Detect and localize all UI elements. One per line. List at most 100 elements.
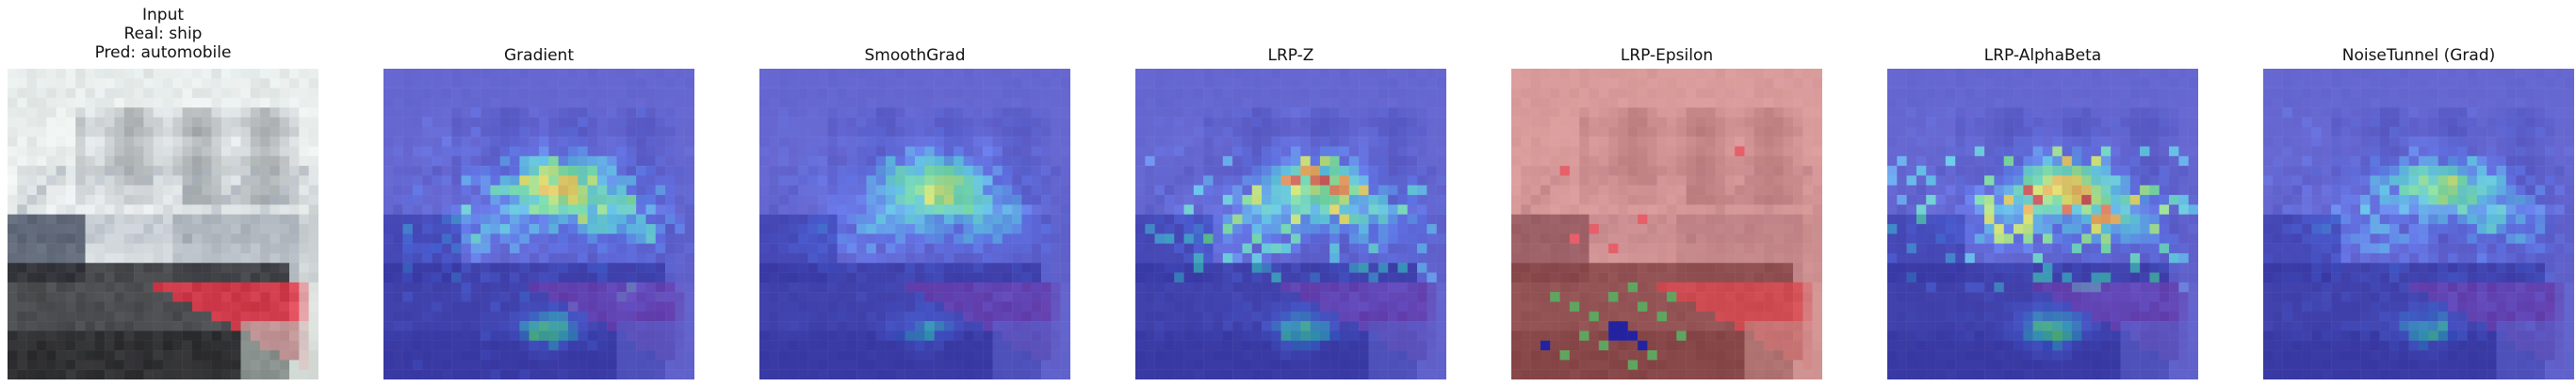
lrp-z-pixel (1310, 195, 1321, 205)
lrp-z-pixel (1300, 263, 1311, 273)
lrp-epsilon-pixel (1638, 69, 1648, 79)
gradient-pixel (499, 78, 511, 89)
lrp-epsilon-pixel (1705, 272, 1716, 283)
gradient-pixel (607, 331, 617, 341)
gradient-pixel (567, 350, 579, 361)
input-pixel (163, 137, 173, 147)
lrp-z-pixel (1397, 340, 1408, 351)
input-pixel (269, 214, 280, 225)
input-pixel (17, 360, 27, 370)
gradient-pixel (412, 369, 423, 379)
input-pixel (114, 107, 124, 118)
input-pixel (269, 146, 280, 157)
smoothgrad-pixel (972, 301, 984, 313)
lrp-z-pixel (1174, 369, 1184, 379)
gradient-pixel (510, 78, 520, 89)
smoothgrad-pixel (807, 350, 819, 361)
lrp-epsilon-pixel (1764, 69, 1774, 79)
lrp-epsilon-pixel (1724, 224, 1736, 234)
smoothgrad-pixel (866, 263, 876, 273)
smoothgrad-pixel (827, 234, 838, 244)
smoothgrad-pixel (1002, 272, 1013, 283)
smoothgrad-pixel (1002, 195, 1013, 205)
gradient-pixel (402, 311, 414, 322)
input-pixel (114, 69, 124, 79)
smoothgrad-pixel (1021, 224, 1032, 234)
gradient-pixel (432, 243, 443, 254)
lrp-z-pixel (1271, 369, 1281, 379)
lrp-z-pixel (1319, 243, 1330, 254)
input-pixel (308, 243, 318, 254)
lrp-epsilon-pixel (1598, 166, 1609, 176)
lrp-z-title: LRP-Z (1267, 46, 1314, 65)
lrp-epsilon-pixel (1802, 137, 1813, 147)
lrp-epsilon-pixel (1793, 88, 1803, 99)
lrp-z-pixel (1271, 252, 1281, 264)
lrp-epsilon-pixel (1715, 224, 1726, 234)
gradient-pixel (596, 311, 608, 322)
lrp-epsilon-pixel (1783, 321, 1794, 331)
input-pixel (65, 117, 76, 128)
gradient-pixel (383, 243, 394, 254)
input-pixel (260, 97, 270, 108)
smoothgrad-pixel (943, 311, 954, 322)
input-title: Input Real: ship Pred: automobile (8, 6, 318, 62)
gradient-pixel (461, 234, 472, 244)
smoothgrad-pixel (934, 137, 945, 147)
lrp-z-pixel (1300, 321, 1311, 331)
input-pixel (182, 88, 193, 99)
smoothgrad-pixel (846, 350, 857, 361)
input-pixel (153, 301, 164, 313)
smoothgrad-pixel (895, 185, 905, 196)
gradient-pixel (607, 321, 617, 331)
input-pixel (250, 166, 261, 176)
gradient-pixel (432, 69, 443, 79)
gradient-pixel (655, 175, 666, 185)
lrp-z-pixel (1388, 292, 1398, 302)
smoothgrad-pixel (778, 214, 790, 225)
lrp-z-pixel (1262, 340, 1272, 351)
gradient-pixel (490, 69, 500, 79)
smoothgrad-pixel (886, 369, 896, 379)
lrp-epsilon-pixel (1618, 331, 1628, 341)
smoothgrad-pixel (934, 331, 945, 341)
lrp-z-pixel (1242, 360, 1252, 370)
input-pixel (56, 155, 67, 167)
smoothgrad-pixel (943, 350, 954, 361)
smoothgrad-pixel (895, 88, 905, 99)
gradient-pixel (548, 360, 559, 370)
lrp-epsilon-pixel (1802, 311, 1813, 322)
smoothgrad-pixel (1012, 311, 1022, 322)
lrp-z-pixel (1154, 321, 1166, 331)
lrp-epsilon-pixel (1627, 175, 1639, 185)
gradient-pixel (558, 97, 569, 108)
lrp-z-pixel (1213, 214, 1224, 225)
input-pixel (143, 195, 154, 205)
input-pixel (94, 107, 106, 118)
input-pixel (36, 292, 47, 302)
lrp-z-pixel (1251, 166, 1263, 176)
lrp-z-pixel (1174, 252, 1184, 264)
smoothgrad-pixel (992, 263, 1003, 273)
input-pixel (65, 311, 76, 322)
lrp-epsilon-pixel (1764, 214, 1774, 225)
gradient-pixel (684, 234, 694, 244)
gradient-pixel (616, 272, 628, 283)
gradient-pixel (596, 175, 608, 185)
smoothgrad-pixel (875, 321, 887, 331)
smoothgrad-pixel (769, 234, 779, 244)
gradient-pixel (461, 224, 472, 234)
lrp-epsilon-pixel (1521, 185, 1531, 196)
input-pixel (114, 175, 124, 185)
gradient-pixel (383, 263, 394, 273)
input-pixel (289, 292, 300, 302)
input-pixel (279, 69, 290, 79)
input-pixel (279, 243, 290, 254)
gradient-pixel (510, 311, 520, 322)
input-pixel (17, 252, 27, 264)
lrp-z-pixel (1213, 311, 1224, 322)
lrp-z-pixel (1300, 97, 1311, 108)
smoothgrad-pixel (1012, 252, 1022, 264)
gradient-pixel (548, 321, 559, 331)
gradient-pixel (481, 252, 491, 264)
